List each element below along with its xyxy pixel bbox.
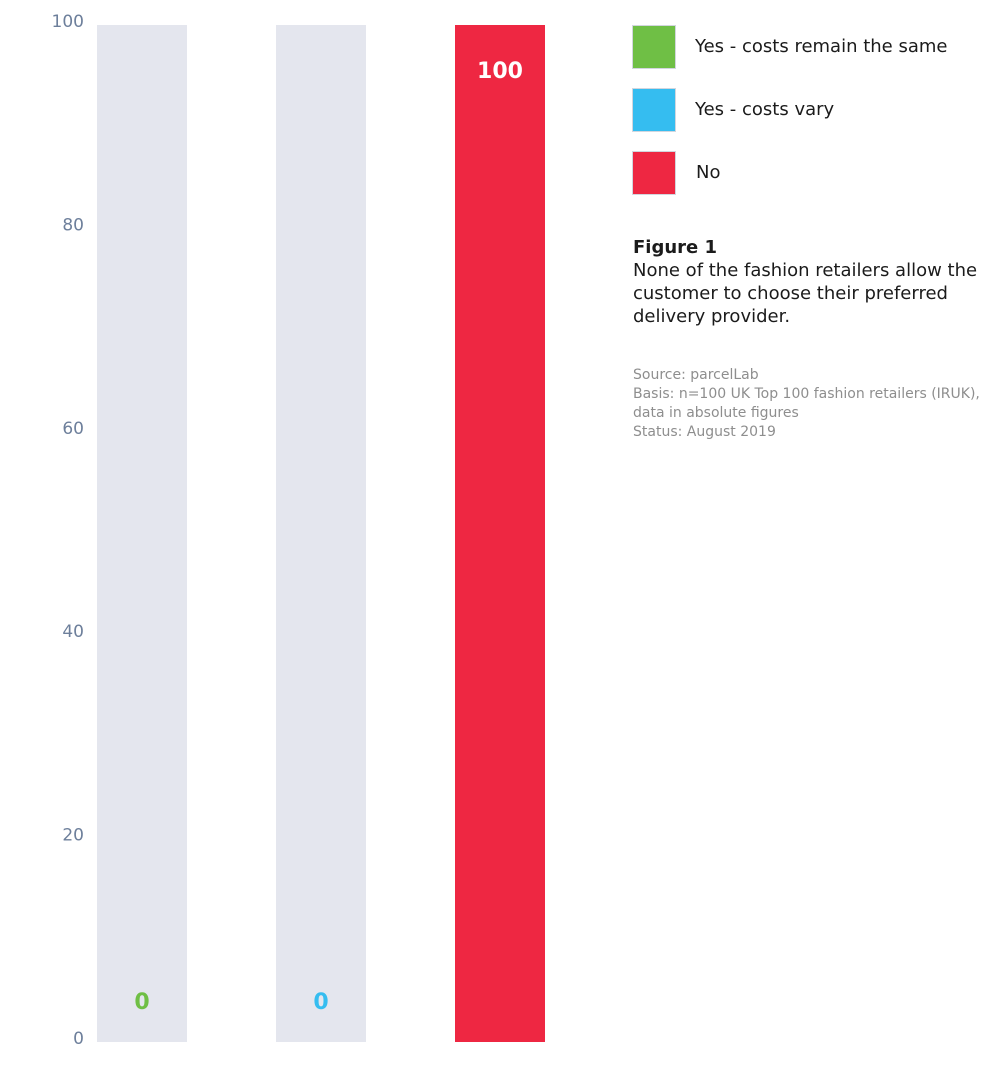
bar <box>455 25 545 1042</box>
legend-swatch-green <box>632 25 676 69</box>
bars <box>455 25 545 1042</box>
legend-swatch-red <box>632 151 676 195</box>
y-tick-label: 20 <box>62 826 84 846</box>
legend-item-same: Yes - costs remain the same <box>632 25 992 69</box>
bar-value-labels: 0 0 100 <box>134 59 523 1015</box>
bar-value-label: 0 <box>313 990 328 1015</box>
legend-swatch-blue <box>632 88 676 132</box>
legend-label: Yes - costs vary <box>695 99 835 120</box>
basis-line-continued: data in absolute figures <box>633 405 799 421</box>
figure-description: None of the fashion retailers allow the … <box>633 260 978 327</box>
figure-caption: Figure 1 None of the fashion retailers a… <box>633 236 993 328</box>
legend-item-vary: Yes - costs vary <box>632 88 992 132</box>
y-tick-label: 80 <box>62 215 84 235</box>
legend: Yes - costs remain the same Yes - costs … <box>632 25 992 214</box>
status-line: Status: August 2019 <box>633 424 776 440</box>
bar-track <box>276 25 366 1042</box>
y-axis-ticks: 0 20 40 60 80 100 <box>52 12 84 1049</box>
source-notes: Source: parcelLab Basis: n=100 UK Top 10… <box>633 366 993 442</box>
y-tick-label: 60 <box>62 419 84 439</box>
bar-value-label: 0 <box>134 990 149 1015</box>
legend-item-no: No <box>632 151 992 195</box>
source-line: Source: parcelLab <box>633 367 759 383</box>
y-tick-label: 0 <box>73 1029 84 1049</box>
bar-track <box>97 25 187 1042</box>
figure-title: Figure 1 <box>633 237 718 258</box>
bar-value-label: 100 <box>477 59 523 84</box>
y-tick-label: 40 <box>62 622 84 642</box>
bar-chart: 0 20 40 60 80 100 0 0 100 <box>52 12 545 1049</box>
legend-label: No <box>696 162 721 183</box>
basis-line: Basis: n=100 UK Top 100 fashion retailer… <box>633 386 980 402</box>
y-tick-label: 100 <box>52 12 84 32</box>
legend-label: Yes - costs remain the same <box>695 36 948 57</box>
